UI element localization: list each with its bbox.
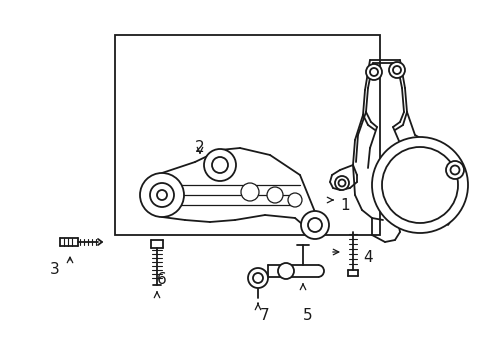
Circle shape xyxy=(247,268,267,288)
Circle shape xyxy=(365,64,381,80)
Circle shape xyxy=(449,166,459,175)
Circle shape xyxy=(381,147,457,223)
Text: 7: 7 xyxy=(260,307,269,323)
Text: 3: 3 xyxy=(50,262,60,278)
Circle shape xyxy=(140,173,183,217)
Circle shape xyxy=(252,273,263,283)
Circle shape xyxy=(212,157,227,173)
Circle shape xyxy=(203,149,236,181)
Circle shape xyxy=(241,183,259,201)
Circle shape xyxy=(334,176,348,190)
Circle shape xyxy=(301,211,328,239)
Circle shape xyxy=(266,187,283,203)
Circle shape xyxy=(157,190,167,200)
Circle shape xyxy=(307,218,321,232)
Circle shape xyxy=(388,62,404,78)
Circle shape xyxy=(371,137,467,233)
Circle shape xyxy=(445,161,463,179)
Text: 6: 6 xyxy=(157,273,166,288)
Circle shape xyxy=(150,183,174,207)
Text: 5: 5 xyxy=(303,307,312,323)
Text: 2: 2 xyxy=(195,140,204,154)
Circle shape xyxy=(338,180,345,186)
Circle shape xyxy=(369,68,377,76)
Bar xyxy=(115,35,379,235)
Text: 4: 4 xyxy=(363,251,372,266)
Circle shape xyxy=(287,193,302,207)
Text: 1: 1 xyxy=(340,198,349,212)
Circle shape xyxy=(278,263,293,279)
Circle shape xyxy=(392,66,400,74)
